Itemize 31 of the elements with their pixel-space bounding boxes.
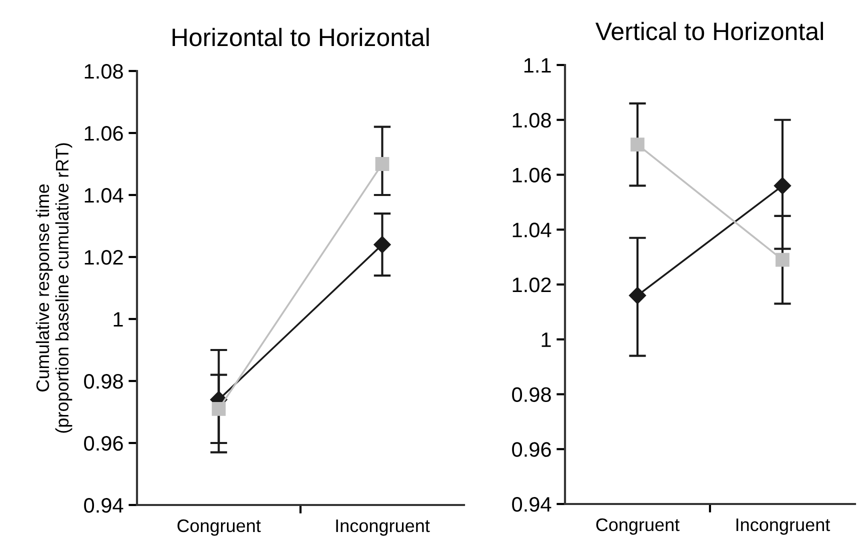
point <box>630 138 644 152</box>
y-tick-label: 1.06 <box>84 126 123 141</box>
point <box>776 252 790 267</box>
point <box>774 177 792 194</box>
x-tick-label: Congruent <box>178 519 261 536</box>
y-tick-label: 1.04 <box>512 222 552 238</box>
y-axis-title: Cumulative response time (proportion baseline cumulative rRT) <box>36 143 72 433</box>
y-tick-label: 1.02 <box>84 250 123 265</box>
point <box>628 286 646 304</box>
y-tick-label: 0.96 <box>84 436 123 451</box>
chart-title: Vertical to Horizontal <box>595 22 823 40</box>
y-tick-label: 0.94 <box>512 497 552 512</box>
point <box>375 157 390 171</box>
y-tick-label: 1 <box>542 332 551 347</box>
y-tick-label: 1.08 <box>84 64 123 79</box>
y-tick-label: 1.04 <box>84 188 124 203</box>
y-tick-label: 1.08 <box>512 112 551 128</box>
point <box>374 236 391 254</box>
y-tick-label: 0.98 <box>512 387 551 402</box>
x-tick-label: Congruent <box>596 518 680 535</box>
y-tick-label: 1.02 <box>512 278 551 292</box>
y-tick-label: 1 <box>114 312 123 327</box>
x-tick-label: Incongruent <box>336 520 430 536</box>
y-tick-label: 1.06 <box>512 168 551 183</box>
y-tick-label: 0.98 <box>84 374 123 389</box>
y-tick-label: 0.96 <box>512 442 551 457</box>
chart-title: Horizontal to Horizontal <box>172 28 429 46</box>
y-tick-label: 0.94 <box>84 498 124 513</box>
point <box>212 402 226 416</box>
x-tick-label: Incongruent <box>736 518 830 535</box>
y-tick-label: 1.1 <box>524 58 551 73</box>
